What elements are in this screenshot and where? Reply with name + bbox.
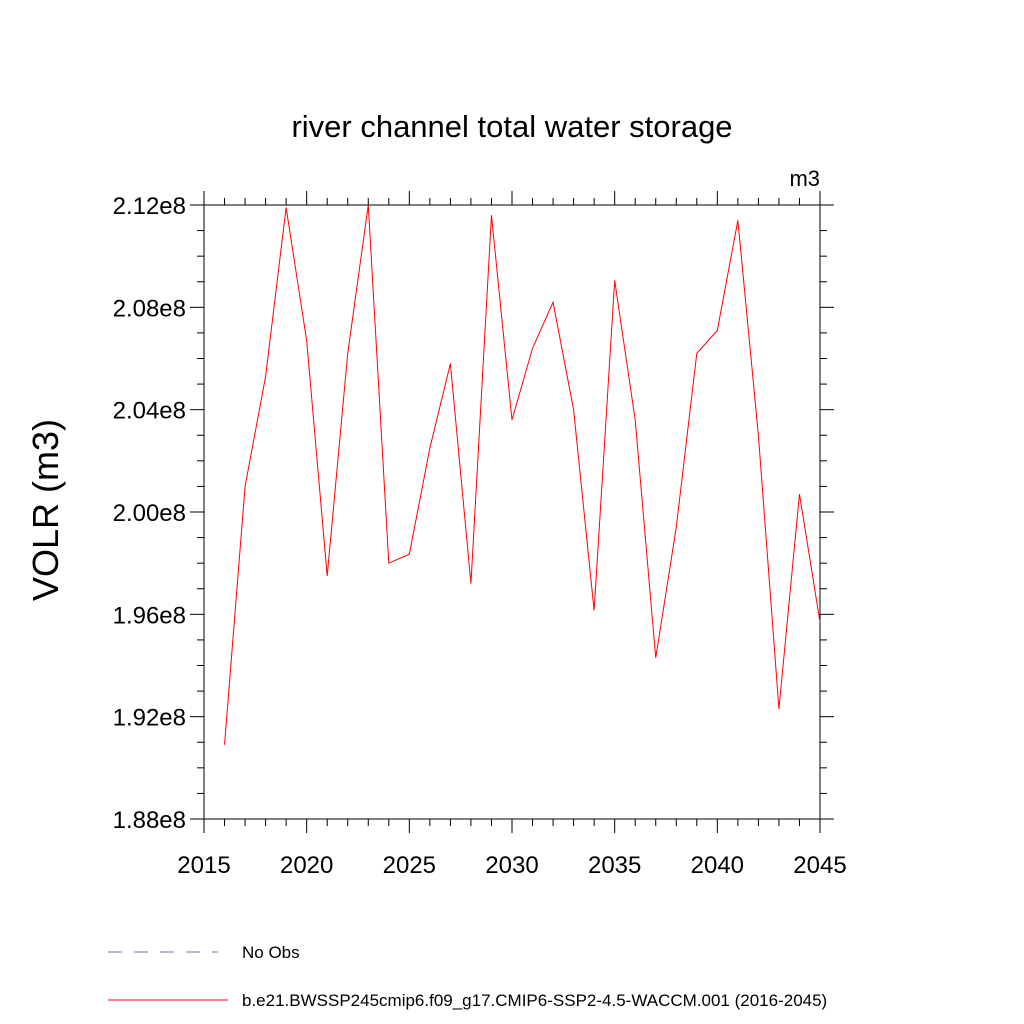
- series-line: [224, 204, 821, 745]
- x-tick-label: 2030: [485, 852, 538, 879]
- x-axis-tick-labels: 2015 2020 2025 2030 2035 2040 2045: [177, 852, 846, 879]
- y-axis-tick-labels: 1.88e8 1.92e8 1.96e8 2.00e8 2.04e8 2.08e8 2.12…: [113, 193, 186, 834]
- plot-frame: [203, 204, 821, 820]
- y-tick-label: 1.96e8: [113, 602, 186, 629]
- x-tick-label: 2045: [793, 852, 846, 879]
- y-axis-ticks: [190, 204, 834, 820]
- legend: No Obs b.e21.BWSSP245cmip6.f09_g17.CMIP6…: [108, 943, 827, 1010]
- y-tick-label: 2.00e8: [113, 500, 186, 527]
- y-tick-label: 2.12e8: [113, 193, 186, 220]
- x-tick-label: 2015: [177, 852, 230, 879]
- x-tick-label: 2035: [588, 852, 641, 879]
- units-label: m3: [789, 166, 820, 191]
- x-tick-label: 2020: [280, 852, 333, 879]
- legend-label-no-obs: No Obs: [242, 943, 300, 962]
- legend-label-model: b.e21.BWSSP245cmip6.f09_g17.CMIP6-SSP2-4…: [242, 991, 827, 1010]
- x-tick-label: 2025: [383, 852, 436, 879]
- x-tick-label: 2040: [691, 852, 744, 879]
- y-tick-label: 2.08e8: [113, 295, 186, 322]
- x-axis-ticks: [203, 191, 821, 833]
- series-lines: [224, 204, 821, 745]
- y-tick-label: 2.04e8: [113, 398, 186, 425]
- y-axis-label: VOLR (m3): [25, 419, 66, 601]
- chart-title: river channel total water storage: [291, 109, 732, 144]
- y-tick-label: 1.88e8: [113, 807, 186, 834]
- y-tick-label: 1.92e8: [113, 705, 186, 732]
